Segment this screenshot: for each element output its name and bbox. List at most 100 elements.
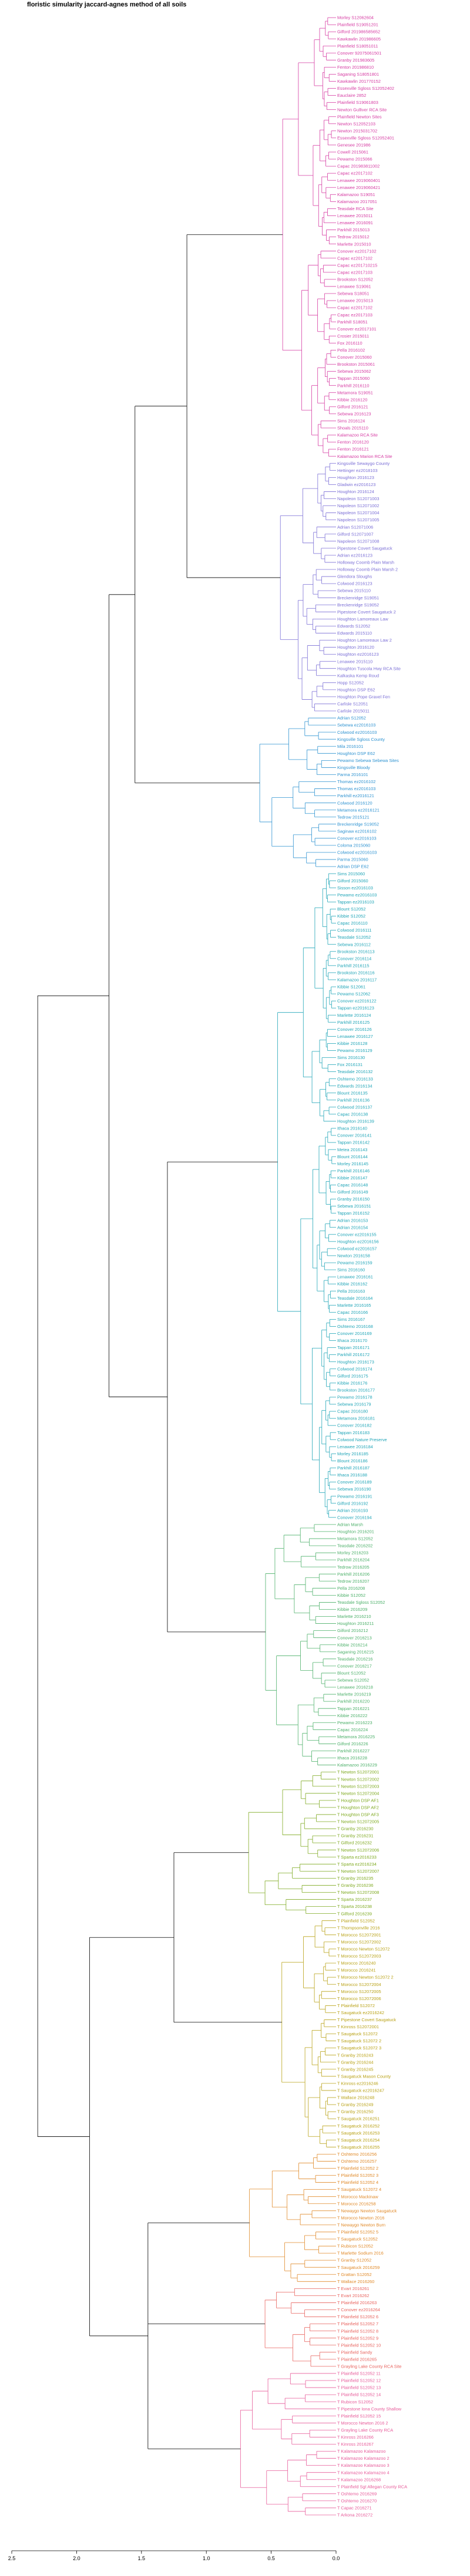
leaf-label: T Gilford 2016232	[337, 1840, 372, 1846]
leaf-label: Marlette 2016124	[337, 1013, 371, 1018]
leaf-label: T Saugatuck 2016259	[337, 2265, 380, 2270]
leaf-label: T Kalamazoo Kalamazoo	[337, 2449, 385, 2454]
leaf-label: Kalamazoo 2016229	[337, 1762, 377, 1768]
leaf-label: T Plainfield S12052 15	[337, 2413, 381, 2419]
x-tick-label: 2.5	[8, 2555, 16, 2561]
leaf-label: T Newton S12072003	[337, 1783, 379, 1789]
leaf-label: T Newton S12072001	[337, 1769, 379, 1775]
leaf-label: Conover 2016114	[337, 956, 371, 961]
leaf-label: Colwood 2016174	[337, 1366, 372, 1371]
leaf-label: Ithaca 2016228	[337, 1755, 367, 1761]
leaf-label: Adrian S12071006	[337, 524, 373, 530]
leaf-label: Houghton 2016123	[337, 475, 374, 480]
leaf-label: T Morocco Mackinaw	[337, 2194, 378, 2199]
leaf-label: Parkhill 2016204	[337, 1557, 370, 1563]
leaf-label: Breckenridge S19052	[337, 602, 379, 608]
leaf-label: Pewamo 2016178	[337, 1395, 372, 1400]
leaf-label: Conover 2016189	[337, 1479, 372, 1485]
leaf-label: Sims 2016167	[337, 1317, 365, 1322]
leaf-label: T Plainfield S12052 13	[337, 2385, 381, 2390]
leaf-label: Ithaca 2016170	[337, 1338, 367, 1343]
leaf-label: Colwood 2016111	[337, 928, 372, 933]
leaf-label: Adrian 2016193	[337, 1508, 368, 1513]
leaf-label: Oshtemo 2016133	[337, 1076, 373, 1081]
leaf-label: Gladwin ez2016123	[337, 482, 375, 487]
leaf-label: Holloway Coomb Plain Marsh	[337, 560, 394, 565]
leaf-label: Fenton 2016120	[337, 440, 369, 445]
leaf-label: T Plainfield 2016263	[337, 2300, 377, 2305]
leaf-label: Brookston S12052	[337, 277, 373, 282]
leaf-label: T Morocco S12072001	[337, 1932, 381, 1937]
leaf-label: Lenawee 2016161	[337, 1274, 373, 1280]
leaf-label: Parkhill 2016115	[337, 963, 370, 968]
leaf-label: Adrian DSP E62	[337, 864, 369, 869]
leaf-label: Lenawee 2019060421	[337, 185, 380, 190]
leaf-label: Metamora S12052	[337, 1536, 373, 1542]
leaf-label: Tappan 2016221	[337, 1706, 370, 1711]
leaf-label: T Sparta 2016238	[337, 1904, 372, 1909]
leaf-label: T Saugatuck ez2016242	[337, 2010, 384, 2015]
leaf-label: Sebewa 2016151	[337, 1203, 371, 1209]
leaf-label: Newton 2016158	[337, 1253, 370, 1259]
leaf-label: T Kalamazoo 2016268	[337, 2477, 381, 2482]
leaf-label: T Sparta 2016237	[337, 1897, 372, 1902]
leaf-label: Morley 2016203	[337, 1550, 368, 1556]
leaf-label: Pipestone Covert Saugatuck 2	[337, 609, 396, 615]
leaf-label: Sims 2016124	[337, 419, 365, 424]
leaf-label: T Plainfield 2016265	[337, 2356, 377, 2362]
leaf-label: T Morocco S12072005	[337, 1989, 381, 1994]
leaf-label: T Plainfield S12052	[337, 1918, 375, 1923]
leaf-label: T Sparta ez2016233	[337, 1855, 377, 1860]
leaf-label: Tedrow 2016207	[337, 1579, 370, 1584]
leaf-label: Capac ez2017102	[337, 305, 372, 311]
leaf-label: Ithaca 2016140	[337, 1126, 367, 1131]
leaf-label: T Morocco 2016240	[337, 1961, 376, 1966]
leaf-label: T Newton S12072004	[337, 1791, 379, 1796]
leaf-label: Gilford 2016212	[337, 1628, 368, 1633]
leaf-label: Kibbie 2016147	[337, 1175, 367, 1181]
leaf-label: Pella 2016163	[337, 1289, 365, 1294]
leaf-label: Granby 2016150	[337, 1196, 370, 1202]
leaf-label: Kibbie S12061	[337, 984, 365, 990]
leaf-label: Parkhill S18051	[337, 319, 368, 325]
leaf-label: T Newton S12072008	[337, 1890, 379, 1895]
leaf-label: Colwood Nature Preserve	[337, 1437, 387, 1442]
leaf-label: Adrian ez2016123	[337, 552, 372, 558]
leaf-label: T Saugatuck Mason County	[337, 2073, 391, 2079]
leaf-label: Kingsville Sewaygo County	[337, 461, 390, 466]
leaf-label: Glendora Sloughs	[337, 574, 372, 579]
leaf-label: Parkhill 2016206	[337, 1572, 370, 1577]
leaf-label: T Granby 2016250	[337, 2109, 374, 2115]
leaf-label: Kawkawlin 201770152	[337, 79, 381, 84]
leaf-label: Conover 2016126	[337, 1027, 372, 1032]
leaf-label: T Pipestone Iona County Shallow	[337, 2406, 402, 2412]
leaf-label: Colwood 2016120	[337, 800, 372, 805]
leaf-label: Plainfield S19061803	[337, 100, 378, 105]
leaf-label: T Granby 2016243	[337, 2052, 374, 2058]
leaf-label: Carlisle S12051	[337, 702, 368, 707]
leaf-label: Napoleon S12071003	[337, 496, 380, 501]
leaf-label: Morley 2016145	[337, 1161, 368, 1166]
leaf-label: T Rubicon S12052	[337, 2399, 373, 2405]
leaf-label: T Newton S12072002	[337, 1776, 379, 1782]
leaf-label: Napoleon S12071002	[337, 503, 380, 508]
x-tick-label: 0.0	[333, 2555, 340, 2561]
leaf-label: Houghton ez2016156	[337, 1239, 379, 1244]
leaf-label: T Newton S12072007	[337, 1869, 379, 1874]
leaf-label: T Plainfield S12052 8	[337, 2328, 378, 2334]
leaf-label: Parkhill 2016136	[337, 1097, 370, 1102]
leaf-label: Tappan 2015060	[337, 376, 370, 381]
leaf-label: T Conover ez2016264	[337, 2307, 380, 2312]
leaf-label: Conover ez2016122	[337, 999, 377, 1004]
leaf-label: Conover ez2017101	[337, 326, 377, 332]
leaf-label: T Morocco 2016241	[337, 1968, 376, 1973]
leaf-label: T Kalamazoo Kalamazoo 3	[337, 2463, 390, 2468]
leaf-label: Kalamazoo RCA Site	[337, 433, 378, 438]
leaf-label: Parkhill 2016187	[337, 1465, 370, 1471]
leaf-label: Holloway Coomb Plain Marsh 2	[337, 567, 398, 572]
leaf-label: Kingsville Sgloss County	[337, 737, 385, 742]
leaf-label: T Plainfield S12052 2	[337, 2166, 378, 2171]
leaf-label: T Plainfield S12072	[337, 2003, 375, 2008]
leaf-label: T Rubicon S12052	[337, 2244, 373, 2249]
leaf-label: T Newaygo Newton Burn	[337, 2222, 385, 2227]
